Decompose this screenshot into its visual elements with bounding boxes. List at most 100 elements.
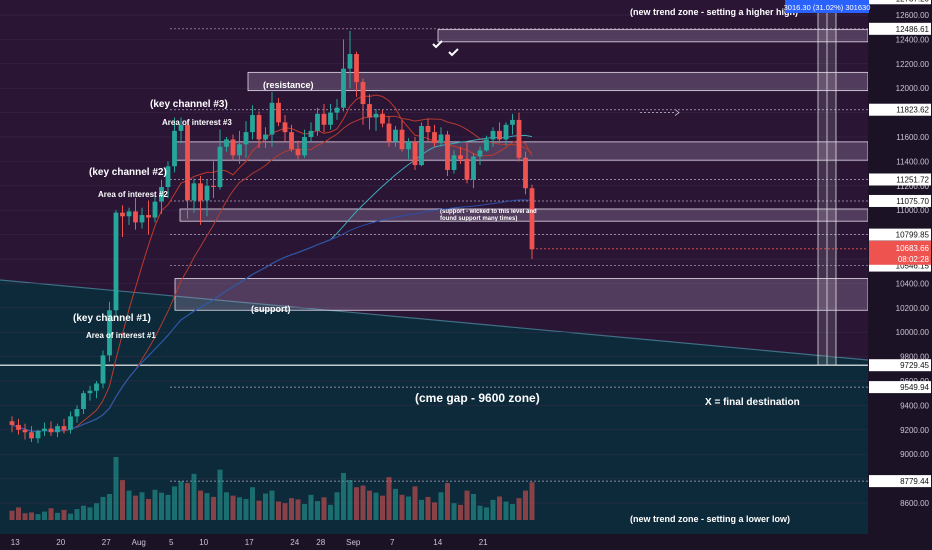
candle-body: [464, 158, 470, 180]
volume-bar: [146, 499, 151, 520]
volume-bar: [94, 503, 99, 520]
candle: [503, 122, 509, 146]
candle: [412, 137, 418, 170]
volume-bars: [9, 457, 535, 520]
price-tick-label: 9000.00: [900, 450, 929, 459]
candle-body: [419, 126, 424, 166]
candle: [204, 179, 210, 217]
candle-body: [48, 428, 54, 433]
volume-bar: [243, 499, 249, 520]
candle: [341, 39, 346, 112]
candle-body: [529, 188, 535, 250]
level-tag: [869, 475, 931, 488]
candle-body: [458, 155, 463, 159]
level-tag: [869, 173, 931, 186]
annotation-new-trend-low: (new trend zone - setting a lower low): [630, 514, 790, 524]
candle-body: [81, 393, 86, 410]
candle: [315, 107, 320, 136]
candle-body: [276, 102, 281, 123]
candle: [74, 405, 80, 423]
volume-bar: [113, 457, 119, 520]
level-tag: [869, 0, 931, 5]
volume-bar: [360, 485, 366, 520]
candle-body: [250, 115, 255, 133]
volume-bar: [445, 483, 450, 520]
price-tick-label: 10400.00: [896, 279, 930, 288]
level-lines: [0, 28, 868, 482]
candle-body: [146, 215, 151, 218]
volume-bar: [165, 494, 171, 520]
time-tick-label: 17: [245, 538, 254, 547]
volume-bar: [451, 503, 457, 520]
volume-bar: [185, 483, 190, 520]
candle-body: [399, 129, 405, 150]
drawings: [640, 0, 837, 366]
candle-body: [35, 431, 41, 439]
time-tick-label: 13: [11, 538, 20, 547]
volume-bar: [55, 512, 60, 520]
candle: [198, 176, 203, 225]
candle: [445, 130, 450, 177]
volume-bar: [42, 511, 47, 520]
trend-line: [0, 279, 869, 361]
candle: [107, 301, 112, 362]
volume-bar: [367, 490, 372, 520]
volume-bar: [256, 500, 262, 520]
volume-bar: [334, 492, 340, 520]
volume-bar: [380, 495, 385, 520]
candle: [276, 97, 281, 127]
volume-bar: [224, 492, 229, 520]
volume-bar: [22, 513, 28, 520]
volume-bar: [302, 504, 307, 520]
level-tag-label: 8779.44: [900, 477, 929, 486]
time-axis[interactable]: 13 20 27 Aug 5 10 17 24 28 Sep 7 14 21: [0, 534, 932, 550]
candle: [380, 110, 385, 128]
current-price-tag: [869, 240, 931, 265]
candle: [22, 423, 28, 440]
candle-body: [126, 211, 132, 217]
volume-bar: [289, 498, 294, 520]
candle: [211, 161, 216, 198]
candle-body: [295, 149, 301, 156]
candle: [68, 411, 73, 434]
candle: [55, 423, 60, 438]
measure-tag: 3016.30 (31.02%) 301630: [784, 0, 871, 13]
candle-body: [74, 409, 80, 417]
candle: [159, 179, 164, 214]
candle: [321, 104, 327, 133]
price-tick-label: 10200.00: [896, 304, 930, 313]
candle: [48, 421, 54, 436]
candle-body: [9, 421, 15, 425]
candle: [133, 198, 138, 230]
candle: [29, 426, 34, 442]
candle: [354, 51, 359, 97]
volume-bar: [373, 492, 379, 520]
candle-body: [16, 424, 21, 430]
candle: [406, 138, 411, 159]
candle: [484, 135, 489, 152]
time-tick-label: 28: [316, 538, 325, 547]
volume-bar: [354, 487, 359, 520]
candle: [94, 381, 99, 399]
candle-body: [68, 416, 73, 430]
candle-body: [451, 155, 457, 170]
time-tick-label: 10: [199, 538, 208, 547]
annotation-support: (support): [251, 304, 291, 314]
level-tag-label: 11075.70: [896, 197, 929, 206]
candle-body: [211, 185, 216, 188]
price-axis[interactable]: 12600.0012400.0012200.0012000.0011800.00…: [532, 0, 932, 550]
candle-body: [289, 132, 294, 150]
volume-bar: [263, 493, 268, 520]
volume-bar: [386, 477, 392, 520]
volume-bar: [282, 503, 288, 520]
level-tag-label: 11251.72: [896, 175, 929, 184]
price-tick-label: 9200.00: [900, 426, 929, 435]
annotation-key-channel-1: (key channel #1): [73, 313, 151, 324]
time-tick-label: 5: [169, 538, 174, 547]
candle: [178, 117, 184, 144]
volume-bar: [523, 490, 528, 520]
time-axis-background: [0, 534, 932, 550]
candle: [35, 429, 41, 444]
measure-label: 3016.30 (31.02%) 301630: [784, 3, 871, 12]
